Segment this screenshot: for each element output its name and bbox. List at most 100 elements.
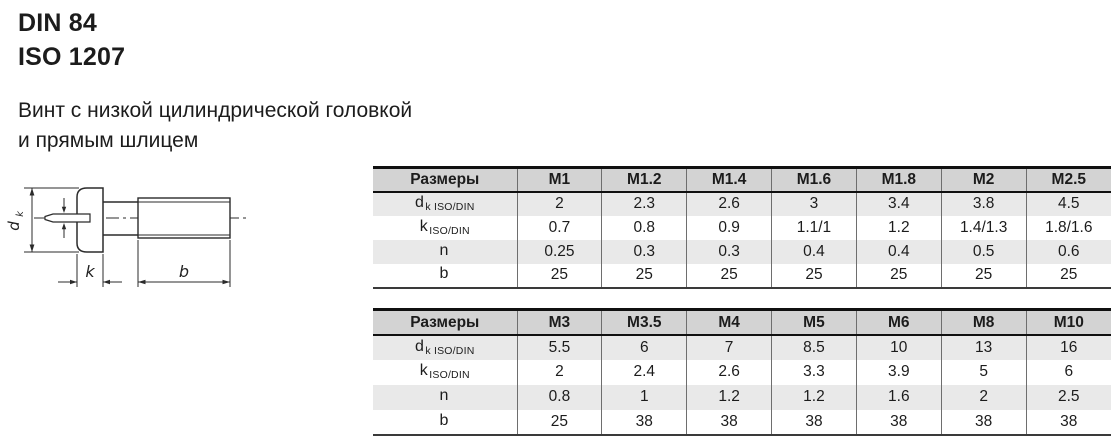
table-header-row: Размеры M1 M1.2 M1.4 M1.6 M1.8 M2 M2.5 xyxy=(373,166,1111,193)
row-label-main: n xyxy=(439,387,449,405)
value-cell: 25 xyxy=(516,409,602,436)
value-cell: 1.8/1.6 xyxy=(1025,215,1111,240)
value-cell: 2 xyxy=(940,384,1027,410)
value-cell: 8.5 xyxy=(771,334,857,360)
value-cell: 10 xyxy=(855,334,942,360)
value-cell: 4.5 xyxy=(1025,191,1111,216)
row-label-main: d xyxy=(415,194,424,212)
description-line-1: Винт с низкой цилиндрической головкой xyxy=(18,99,413,122)
value-cell: 2.6 xyxy=(686,191,772,216)
value-cell: 3 xyxy=(771,191,857,216)
value-cell: 0.3 xyxy=(686,239,772,264)
value-cell: 3.9 xyxy=(855,359,942,385)
value-cell: 0.9 xyxy=(686,215,772,240)
table-row: b 25 38 38 38 38 38 38 xyxy=(373,409,1111,436)
dimension-label-b: b xyxy=(179,262,189,281)
value-cell: 5 xyxy=(940,359,1027,385)
col-header-size: M1.6 xyxy=(771,166,857,193)
value-cell: 25 xyxy=(771,263,857,289)
standard-iso: ISO 1207 xyxy=(18,43,126,71)
row-label-main: n xyxy=(439,241,449,259)
spec-table: Размеры M3 M3.5 M4 M5 M6 M8 M10 d k ISO/DIN 5.5 6 7 8… xyxy=(373,308,1111,436)
value-cell: 1 xyxy=(601,384,687,410)
value-cell: 25 xyxy=(855,263,942,289)
col-header-size: M3 xyxy=(516,308,602,336)
row-label-main: k xyxy=(419,217,428,235)
description-line-2: и прямым шлицем xyxy=(18,129,199,152)
col-header-size: M10 xyxy=(1025,308,1111,336)
screw-technical-drawing: d k k b xyxy=(5,187,246,287)
col-header-size: M8 xyxy=(940,308,1027,336)
row-label-main: b xyxy=(439,265,449,283)
value-cell: 5.5 xyxy=(516,334,602,360)
table-row: b 25 25 25 25 25 25 25 xyxy=(373,263,1111,289)
value-cell: 38 xyxy=(686,409,772,436)
value-cell: 1.6 xyxy=(855,384,942,410)
row-label: k ISO/DIN xyxy=(373,216,517,240)
col-header-size: M5 xyxy=(771,308,857,336)
col-header-sizes: Размеры xyxy=(373,166,517,193)
value-cell: 3.3 xyxy=(771,359,857,385)
value-cell: 16 xyxy=(1025,334,1111,360)
dimension-label-dk-main: d xyxy=(5,221,23,231)
row-label-sub: k ISO/DIN xyxy=(425,201,475,214)
dimension-table-large-sizes: Размеры M3 M3.5 M4 M5 M6 M8 M10 d k ISO/DIN 5.5 6 7 8… xyxy=(373,308,1111,436)
spec-table: Размеры M1 M1.2 M1.4 M1.6 M1.8 M2 M2.5 d k ISO/DI… xyxy=(373,166,1111,289)
row-label-main: k xyxy=(419,362,428,380)
row-label-sub: ISO/DIN xyxy=(429,369,470,382)
value-cell: 1.2 xyxy=(686,384,772,410)
col-header-size: M4 xyxy=(686,308,772,336)
row-label: n xyxy=(373,239,517,264)
value-cell: 3.8 xyxy=(940,191,1027,216)
row-label-sub: k ISO/DIN xyxy=(425,344,475,357)
col-header-size: M3.5 xyxy=(601,308,687,336)
value-cell: 25 xyxy=(1025,263,1111,289)
value-cell: 0.3 xyxy=(601,239,687,264)
value-cell: 38 xyxy=(940,409,1027,436)
value-cell: 0.5 xyxy=(940,239,1027,264)
value-cell: 0.4 xyxy=(855,239,942,264)
standards-title-block: DIN 84 ISO 1207 xyxy=(18,6,125,74)
row-label-main: d xyxy=(415,337,424,355)
col-header-size: M1.8 xyxy=(855,166,942,193)
value-cell: 1.2 xyxy=(771,384,857,410)
table-row: n 0.25 0.3 0.3 0.4 0.4 0.5 0.6 xyxy=(373,239,1111,264)
value-cell: 2 xyxy=(516,359,602,385)
value-cell: 1.4/1.3 xyxy=(940,215,1027,240)
thread-section xyxy=(137,197,231,239)
row-label: k ISO/DIN xyxy=(373,360,517,385)
col-header-size: M2.5 xyxy=(1025,166,1111,193)
screw-slot xyxy=(44,213,91,223)
row-label: n xyxy=(373,384,517,410)
col-header-sizes: Размеры xyxy=(373,308,517,336)
dimension-label-dk-sub: k xyxy=(15,210,26,217)
row-label: b xyxy=(373,263,517,289)
product-description: Винт с низкой цилиндрической головкой и … xyxy=(18,96,412,156)
value-cell: 0.6 xyxy=(1025,239,1111,264)
value-cell: 6 xyxy=(601,334,687,360)
col-header-size: M2 xyxy=(940,166,1027,193)
value-cell: 13 xyxy=(940,334,1027,360)
value-cell: 25 xyxy=(601,263,687,289)
table-row: n 0.8 1 1.2 1.2 1.6 2 2.5 xyxy=(373,384,1111,410)
value-cell: 2 xyxy=(516,191,602,216)
row-label: b xyxy=(373,409,517,436)
value-cell: 3.4 xyxy=(855,191,942,216)
row-label-main: b xyxy=(439,411,449,429)
value-cell: 0.25 xyxy=(516,239,602,264)
value-cell: 2.6 xyxy=(686,359,772,385)
col-header-size: M6 xyxy=(855,308,942,336)
value-cell: 38 xyxy=(601,409,687,436)
table-row: k ISO/DIN 2 2.4 2.6 3.3 3.9 5 6 xyxy=(373,359,1111,385)
value-cell: 25 xyxy=(940,263,1027,289)
table-row: k ISO/DIN 0.7 0.8 0.9 1.1/1 1.2 1.4/1.3 1.8/1.6 xyxy=(373,215,1111,240)
value-cell: 38 xyxy=(855,409,942,436)
value-cell: 38 xyxy=(1025,409,1111,436)
value-cell: 0.8 xyxy=(516,384,602,410)
value-cell: 0.4 xyxy=(771,239,857,264)
dimension-label-k: k xyxy=(85,262,95,281)
